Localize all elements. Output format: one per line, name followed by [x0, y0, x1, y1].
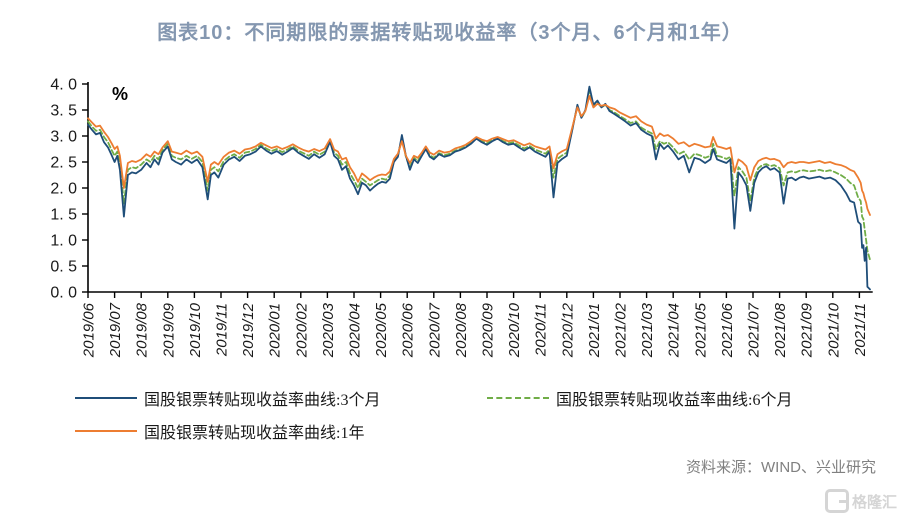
legend-line-1y-icon — [75, 430, 137, 432]
watermark-text: 格隆汇 — [851, 493, 897, 511]
x-tick-label: 2021/02 — [613, 302, 630, 358]
legend-item-3m: 国股银票转贴现收益率曲线:3个月 — [75, 389, 381, 409]
series-line-1y — [87, 95, 871, 216]
x-tick-label: 2021/11 — [852, 303, 869, 357]
x-tick-label: 2021/09 — [799, 302, 816, 358]
x-tick-label: 2020/07 — [426, 302, 443, 358]
x-tick-label: 2020/01 — [267, 303, 284, 358]
data-source-note: 资料来源：WIND、兴业研究 — [686, 459, 876, 476]
x-tick-label: 2020/11 — [533, 303, 550, 357]
x-tick-label: 2020/08 — [453, 302, 470, 358]
x-tick-label: 2020/02 — [293, 302, 310, 358]
x-tick-label: 2021/03 — [639, 302, 656, 358]
x-tick-label: 2021/05 — [692, 302, 709, 358]
y-axis-unit-label: % — [112, 84, 129, 104]
y-tick-label: 3. 5 — [50, 103, 77, 120]
x-tick-label: 2021/04 — [666, 303, 683, 358]
x-tick-label: 2020/05 — [373, 302, 390, 358]
y-tick-label: 0. 0 — [50, 285, 77, 302]
legend-item-1y: 国股银票转贴现收益率曲线:1年 — [75, 422, 365, 442]
x-tick-label: 2021/08 — [772, 302, 789, 358]
x-tick-label: 2019/07 — [107, 302, 124, 358]
series-line-3m — [87, 85, 871, 291]
y-tick-label: 2. 5 — [50, 155, 77, 172]
x-tick-label: 2019/06 — [81, 302, 98, 358]
y-tick-label: 1. 0 — [50, 233, 77, 250]
y-tick-label: 0. 5 — [50, 259, 77, 276]
x-tick-label: 2020/04 — [347, 303, 364, 358]
x-tick-label: 2021/10 — [825, 302, 842, 358]
x-tick-label: 2021/07 — [746, 302, 763, 358]
x-tick-label: 2019/09 — [160, 302, 177, 358]
x-tick-label: 2020/06 — [400, 302, 417, 358]
y-tick-label: 2. 0 — [50, 181, 77, 198]
series-line-6m — [87, 89, 871, 261]
legend-line-3m-icon — [75, 397, 137, 399]
legend-line-6m-icon — [487, 397, 549, 399]
x-tick-label: 2020/03 — [320, 302, 337, 358]
gelonghui-logo-icon — [824, 489, 849, 513]
x-tick-label: 2020/09 — [480, 302, 497, 358]
y-tick-label: 1. 5 — [50, 207, 77, 224]
chart-title: 图表10：不同期限的票据转贴现收益率（3个月、6个月和1年） — [157, 22, 743, 44]
x-tick-label: 2019/12 — [240, 302, 257, 358]
watermark: 格隆汇 — [824, 489, 897, 513]
legend-item-6m: 国股银票转贴现收益率曲线:6个月 — [487, 389, 793, 409]
x-tick-label: 2020/10 — [506, 302, 523, 358]
legend-label-1y: 国股银票转贴现收益率曲线:1年 — [144, 425, 365, 442]
x-tick-label: 2020/12 — [559, 302, 576, 358]
legend-label-6m: 国股银票转贴现收益率曲线:6个月 — [556, 392, 793, 409]
x-tick-label: 2021/06 — [719, 302, 736, 358]
legend-label-3m: 国股银票转贴现收益率曲线:3个月 — [144, 392, 381, 409]
x-tick-label: 2019/10 — [187, 302, 204, 358]
y-tick-label: 3. 0 — [50, 129, 77, 146]
x-tick-label: 2021/01 — [586, 303, 603, 358]
x-tick-label: 2019/11 — [214, 303, 231, 357]
y-tick-label: 4. 0 — [50, 77, 77, 94]
x-tick-label: 2019/08 — [134, 302, 151, 358]
